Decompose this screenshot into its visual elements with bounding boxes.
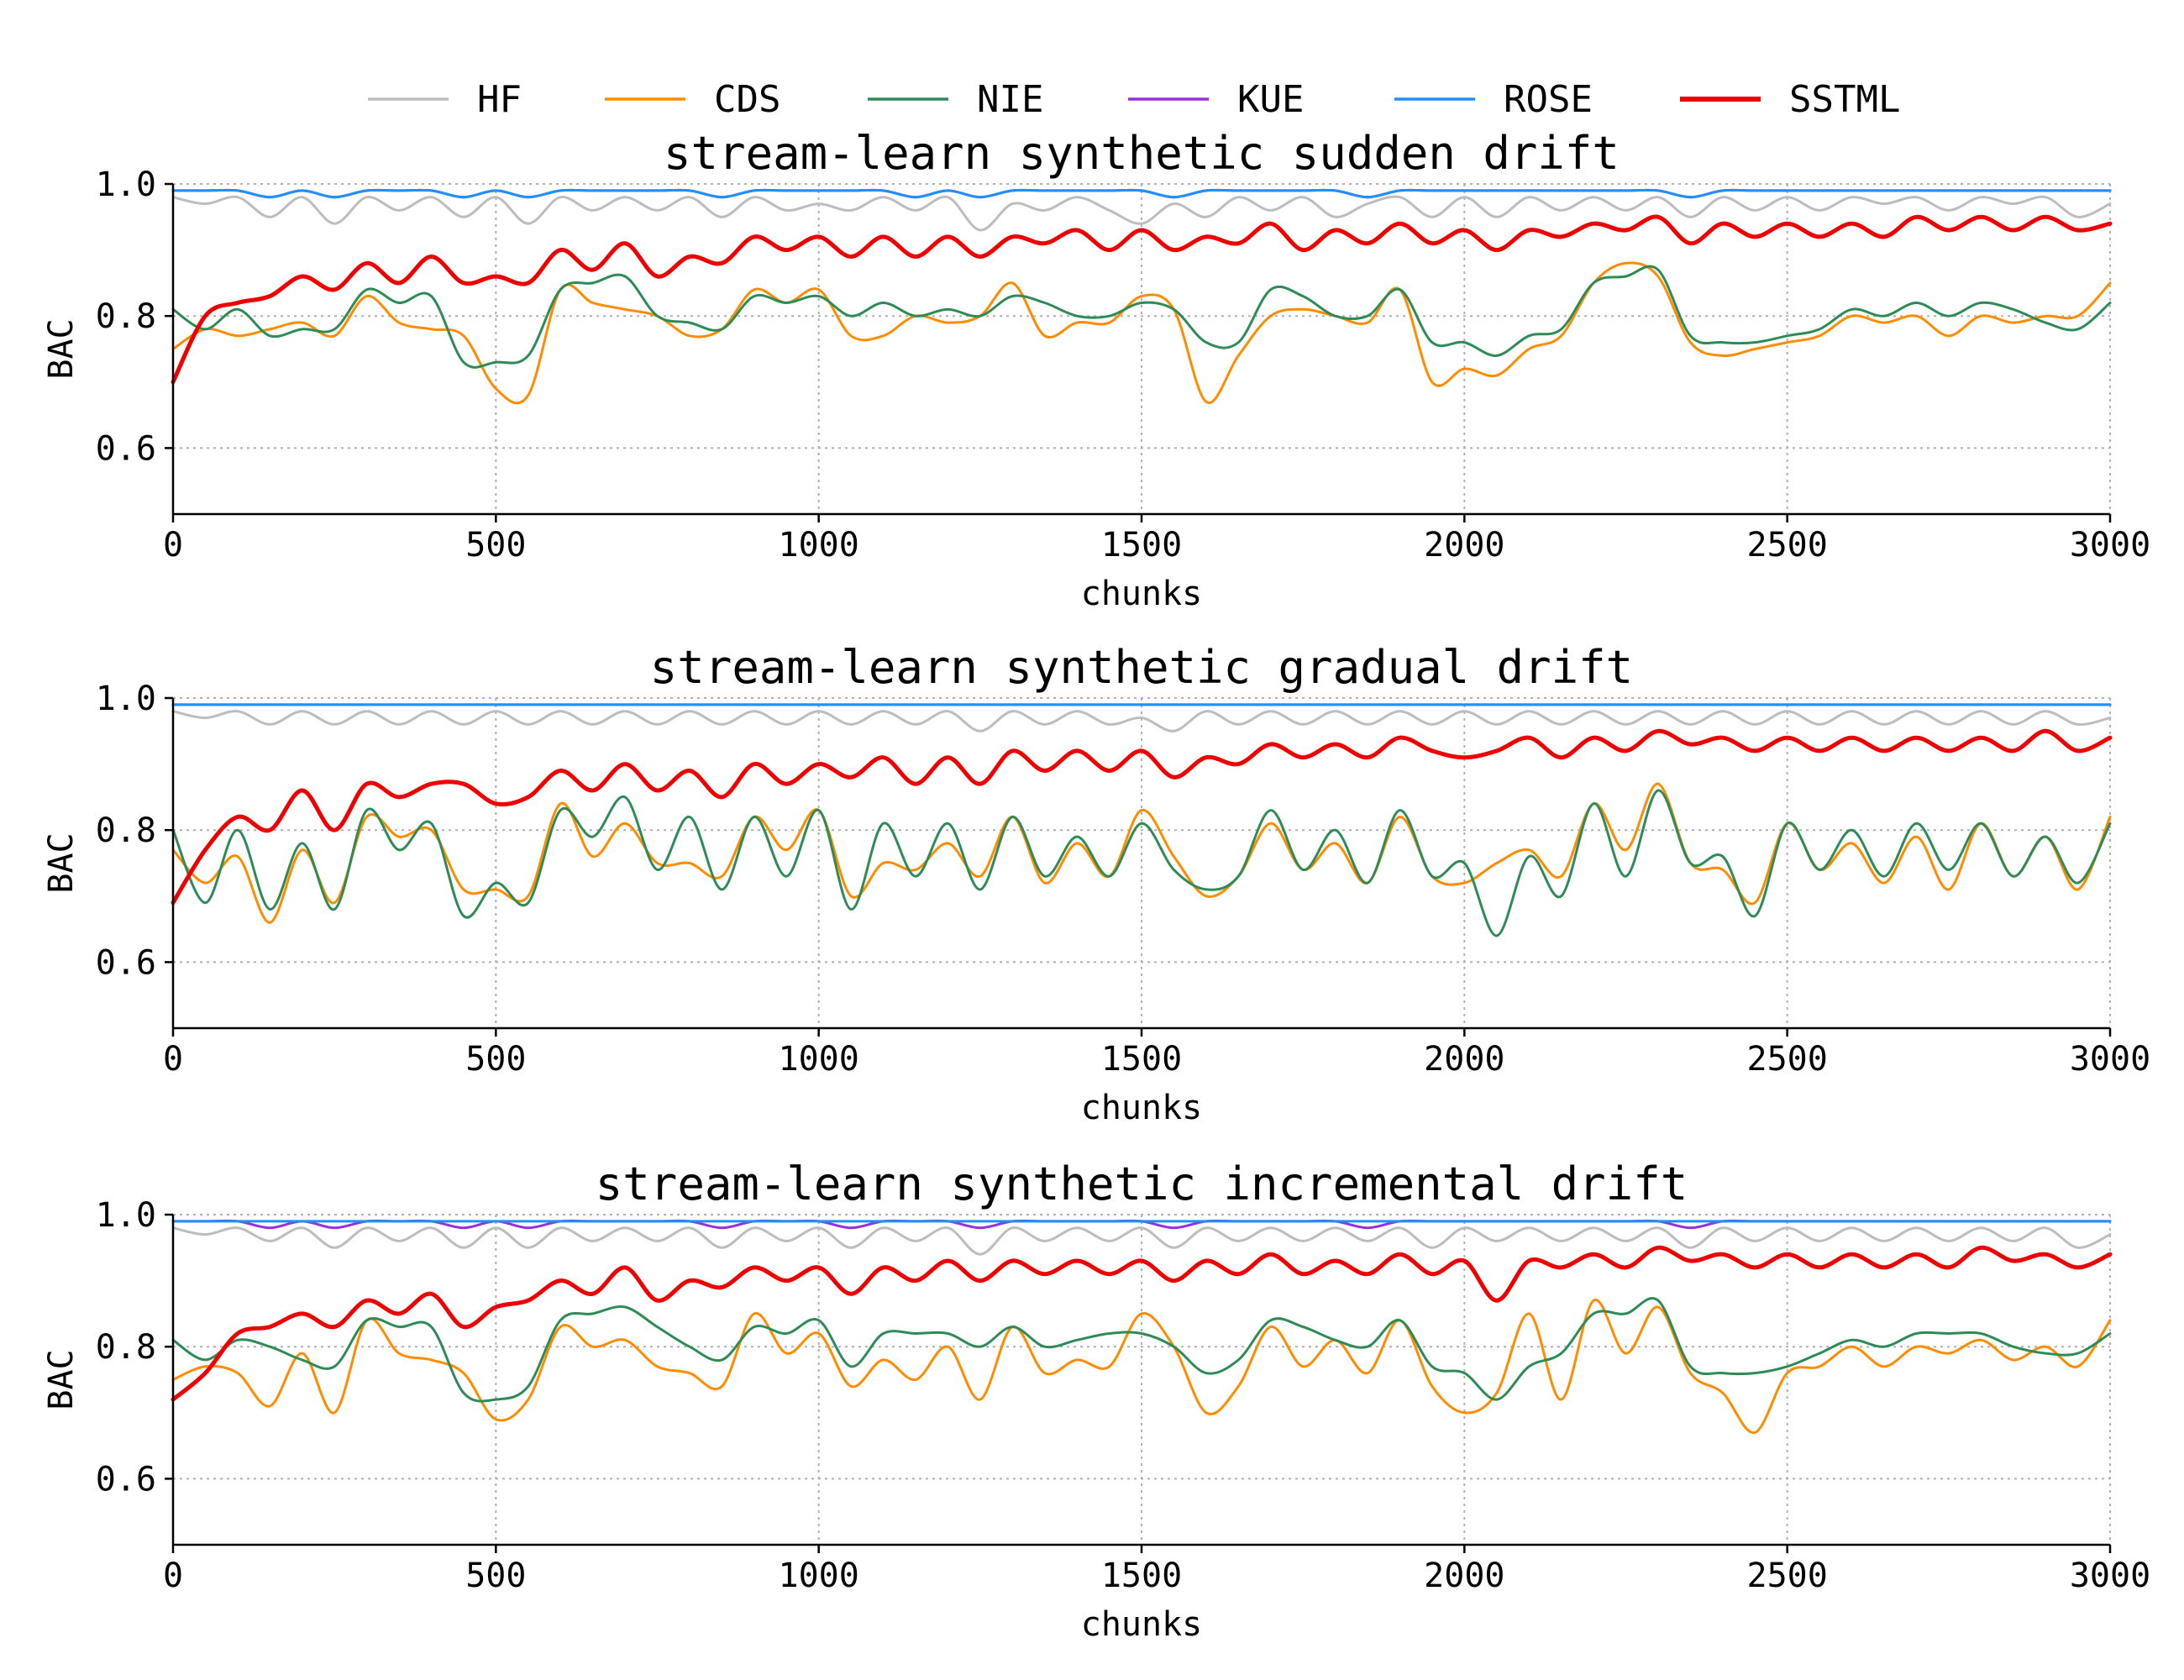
y-tick-label: 0.6	[96, 1460, 156, 1499]
y-axis-title: BAC	[42, 318, 81, 379]
x-tick-label: 2000	[1424, 1040, 1504, 1079]
x-tick-label: 0	[163, 1557, 183, 1595]
y-tick-label: 0.8	[96, 1328, 156, 1367]
legend-item-cds: CDS	[605, 78, 780, 121]
legend-item-sstml: SSTML	[1680, 78, 1900, 121]
series-line-cds	[171, 1299, 2112, 1434]
series-line-hf	[171, 1226, 2112, 1256]
series-line-nie	[171, 1297, 2112, 1403]
panels: 0 500 1000 1500 2000 2500 3000 0.6 0.8 1.0 stream-…	[42, 127, 2150, 1644]
x-tick-label: 0	[163, 526, 183, 564]
series-line-nie	[171, 265, 2112, 369]
x-tick-label: 1500	[1101, 526, 1182, 564]
series-line-hf	[171, 710, 2112, 732]
legend-item-nie: NIE	[868, 78, 1043, 121]
legend-label-cds: CDS	[714, 78, 780, 121]
y-tick-label: 0.8	[96, 811, 156, 850]
x-tick-label: 2500	[1747, 1557, 1828, 1595]
series-lines	[171, 1219, 2113, 1434]
legend-item-hf: HF	[368, 78, 522, 121]
grid	[172, 697, 2111, 1028]
panel-1: 0 500 1000 1500 2000 2500 3000 0.6 0.8 1.0 stream-…	[42, 127, 2150, 613]
grid	[172, 183, 2111, 514]
x-tick-label: 1000	[779, 1557, 859, 1595]
y-tick-label: 1.0	[96, 165, 156, 204]
x-tick-label: 0	[163, 1040, 183, 1079]
series-line-sstml	[171, 214, 2113, 385]
panel-2: 0 500 1000 1500 2000 2500 3000 0.6 0.8 1.0 stream-…	[42, 641, 2150, 1127]
legend-label-rose: ROSE	[1504, 78, 1593, 121]
x-tick-label: 2500	[1747, 526, 1828, 564]
x-tick-label: 1000	[779, 1040, 859, 1079]
x-axis-title: chunks	[1081, 575, 1203, 613]
x-tick-label: 1500	[1101, 1040, 1182, 1079]
panel-title: stream-learn synthetic gradual drift	[650, 641, 1633, 694]
x-tick-label: 3000	[2070, 526, 2150, 564]
x-tick-label: 1500	[1101, 1557, 1182, 1595]
legend: HF CDS NIE KUE ROSE SSTML	[368, 78, 1900, 121]
x-tick-label: 3000	[2070, 1040, 2150, 1079]
panel-title: stream-learn synthetic sudden drift	[664, 127, 1620, 180]
x-tick-label: 2000	[1424, 1557, 1504, 1595]
series-line-sstml	[171, 728, 2113, 906]
y-tick-label: 0.6	[96, 429, 156, 468]
series-line-sstml	[171, 1245, 2113, 1402]
series-line-hf	[171, 195, 2112, 232]
panel-3: 0 500 1000 1500 2000 2500 3000 0.6 0.8 1.0 stream-…	[42, 1158, 2150, 1644]
y-axis-title: BAC	[42, 832, 81, 893]
y-tick-label: 0.6	[96, 943, 156, 982]
grid	[172, 1214, 2111, 1545]
y-axis-title: BAC	[42, 1349, 81, 1410]
x-tick-label: 500	[465, 1557, 526, 1595]
x-axis-title: chunks	[1081, 1089, 1203, 1127]
x-tick-label: 3000	[2070, 1557, 2150, 1595]
y-tick-label: 1.0	[96, 680, 156, 718]
x-axis-title: chunks	[1081, 1605, 1203, 1644]
legend-label-nie: NIE	[977, 78, 1043, 121]
y-tick-label: 1.0	[96, 1196, 156, 1235]
x-tick-label: 1000	[779, 526, 859, 564]
series-line-nie	[171, 789, 2112, 937]
legend-label-kue: KUE	[1237, 78, 1304, 121]
panel-title: stream-learn synthetic incremental drift	[596, 1158, 1688, 1210]
x-tick-label: 2000	[1424, 526, 1504, 564]
series-lines	[171, 188, 2113, 405]
series-line-cds	[171, 261, 2112, 405]
x-tick-label: 2500	[1747, 1040, 1828, 1079]
series-lines	[171, 703, 2113, 937]
legend-label-hf: HF	[477, 78, 522, 121]
y-tick-label: 0.8	[96, 297, 156, 336]
legend-item-rose: ROSE	[1394, 78, 1593, 121]
legend-item-kue: KUE	[1128, 78, 1304, 121]
x-tick-label: 500	[465, 1040, 526, 1079]
legend-label-sstml: SSTML	[1789, 78, 1900, 121]
series-line-rose	[171, 188, 2112, 199]
x-tick-label: 500	[465, 526, 526, 564]
